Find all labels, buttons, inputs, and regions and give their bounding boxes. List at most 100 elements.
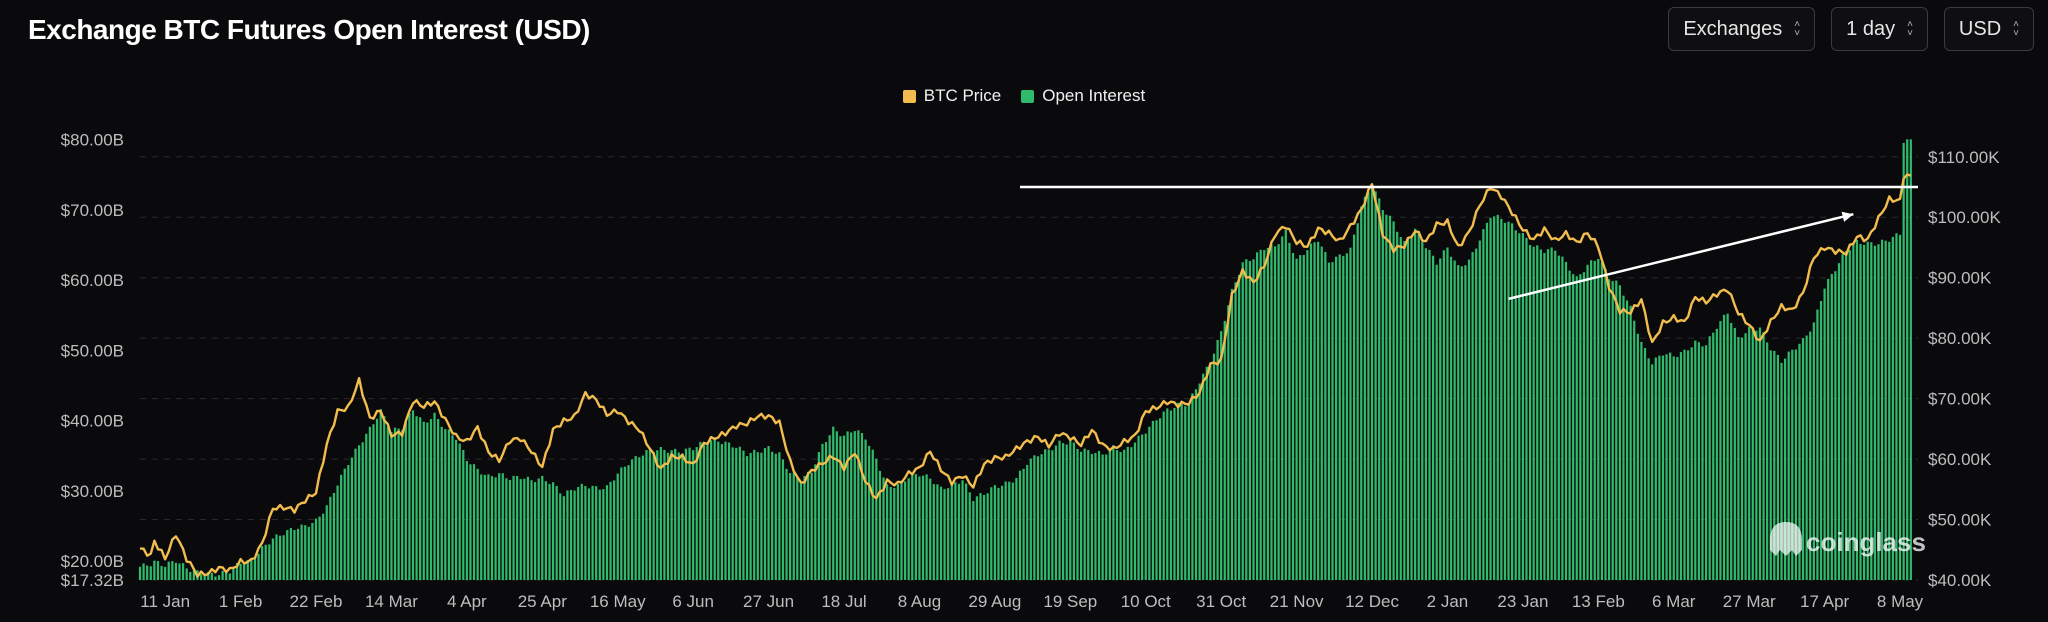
open-interest-bar [1040,454,1043,580]
open-interest-bar [1212,353,1216,580]
open-interest-bar [278,535,282,580]
open-interest-bar [1029,458,1032,580]
open-interest-bar [986,493,989,580]
open-interest-bar [630,459,634,580]
open-interest-bar [1697,342,1701,580]
open-interest-bar [871,449,874,580]
open-interest-bar [1015,477,1018,580]
open-interest-bar [1683,349,1686,580]
open-interest-bar [1090,453,1093,580]
open-interest-bar [821,443,824,580]
open-interest-bar [1539,249,1542,581]
open-interest-bar [171,561,174,580]
open-interest-bar [1672,356,1675,580]
open-interest-bar [1564,261,1568,580]
open-interest-bar [1769,350,1772,580]
open-interest-bar [167,561,170,580]
open-interest-bar [857,430,860,580]
x-axis-tick: 27 Mar [1723,592,1776,611]
open-interest-bar [753,449,756,580]
open-interest-bar [1636,333,1639,580]
open-interest-bar [742,450,745,580]
open-interest-bar [1611,281,1614,580]
open-interest-bar [487,474,490,580]
open-interest-bar [1561,256,1564,580]
open-interest-bar [508,480,512,580]
open-interest-bar [1022,468,1025,580]
open-interest-bar [602,489,605,580]
open-interest-bar [203,575,206,580]
open-interest-bar [1320,246,1323,580]
open-interest-bar [749,453,752,580]
right-axis-tick: $60.00K [1928,450,1992,469]
open-interest-bar [1137,435,1140,580]
open-interest-bar [1687,350,1690,580]
open-interest-bar [1288,242,1291,580]
currency-select[interactable]: USD ˄ ˅ [1943,7,2034,51]
open-interest-bar [903,481,907,580]
open-interest-bar [835,431,838,580]
open-interest-bar [559,493,562,580]
open-interest-bar [1309,243,1313,580]
open-interest-bar [1852,244,1855,580]
open-interest-bar [429,419,433,580]
open-interest-bar [1744,333,1747,580]
legend-item-open-interest[interactable]: Open Interest [1021,86,1145,106]
open-interest-bar [1076,448,1079,580]
open-interest-bar [1475,248,1478,580]
open-interest-bar [1245,259,1248,580]
open-interest-bar [882,477,885,580]
open-interest-bar [699,441,702,580]
open-interest-bar [1302,255,1305,580]
open-interest-bar [304,525,307,580]
open-interest-bar [1794,349,1797,580]
open-interest-bar [1453,260,1456,580]
left-axis-tick: $80.00B [61,131,124,150]
open-interest-bar [921,475,925,580]
open-interest-bar [1701,346,1704,580]
open-interest-bar [1909,139,1912,580]
open-interest-bar [149,566,152,580]
open-interest-bar [1740,337,1744,580]
coinglass-watermark: coinglass [1806,527,1926,557]
open-interest-bar [997,487,1000,580]
open-interest-bar [1590,260,1593,580]
open-interest-bar [311,522,314,580]
x-axis-tick: 12 Dec [1345,592,1399,611]
open-interest-bar [1640,341,1643,580]
open-interest-bar [1058,440,1061,580]
coinglass-logo-icon [1770,522,1802,556]
open-interest-bar [566,490,569,580]
interval-select[interactable]: 1 day ˄ ˅ [1831,7,1928,51]
open-interest-bar [494,477,497,580]
x-axis-tick: 21 Nov [1270,592,1324,611]
x-axis-tick: 31 Oct [1196,592,1246,611]
open-interest-bar [340,474,343,580]
open-interest-bar [702,442,706,580]
open-interest-bar [1791,349,1794,580]
open-interest-bar [1665,354,1668,580]
open-interest-bar [368,426,371,580]
chevron-updown-icon: ˄ ˅ [1794,19,1801,39]
open-interest-bar [1424,248,1428,580]
open-interest-bar [666,452,670,580]
exchanges-select[interactable]: Exchanges ˄ ˅ [1668,7,1816,51]
open-interest-bar [408,413,411,580]
open-interest-bar [526,476,530,580]
open-interest-bar [968,492,971,580]
open-interest-bar [1575,276,1578,580]
open-interest-bar [437,419,440,580]
open-interest-bar [1388,215,1392,580]
open-interest-bar [350,457,354,580]
open-interest-bar [1877,244,1880,580]
x-axis-tick: 29 Aug [968,592,1021,611]
open-interest-bar [720,444,724,580]
open-interest-bar [1105,454,1108,580]
open-interest-bar [850,432,853,580]
legend-item-btc-price[interactable]: BTC Price [902,86,1001,106]
open-interest-bar [886,484,889,580]
open-interest-bar [1514,230,1517,580]
open-interest-bar [803,476,806,580]
open-interest-bar [1054,445,1058,580]
open-interest-bar [1787,351,1790,580]
